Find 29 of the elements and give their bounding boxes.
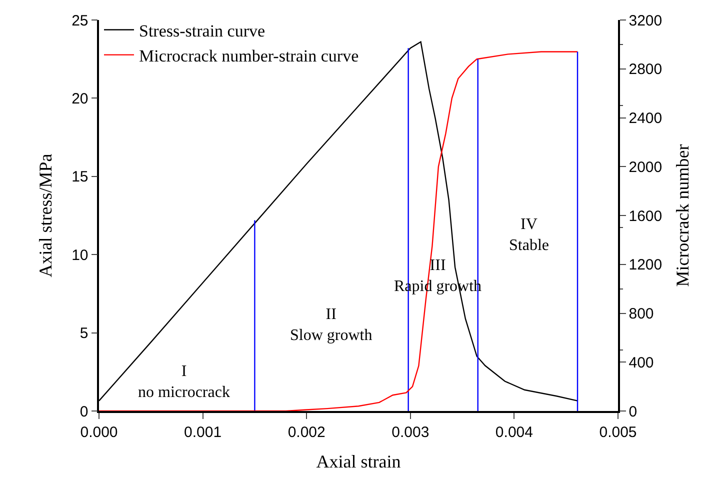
y2-tick-label: 2400	[628, 110, 662, 127]
x-tick-label: 0.002	[288, 424, 326, 441]
y2-tick-label: 800	[628, 306, 654, 322]
legend-label: Stress-strain curve	[139, 21, 266, 40]
y2-tick-label: 2000	[628, 158, 662, 176]
x-tick-label: 0.003	[392, 424, 430, 441]
y2-tick-label: 1600	[628, 208, 662, 225]
y2-tick-label: 0	[628, 403, 638, 420]
x-tick-label: 0.001	[184, 424, 222, 441]
x-axis-title: Axial strain	[316, 451, 401, 472]
y-tick-label: 25	[72, 12, 88, 30]
y-tick-label: 5	[80, 325, 88, 342]
y-axis-title: Axial stress/MPa	[35, 154, 56, 278]
x-tick-label: 0.000	[80, 424, 118, 441]
x-tick-label: 0.005	[599, 424, 637, 441]
y-tick-label: 20	[72, 90, 88, 108]
y2-tick-label: 2800	[628, 61, 662, 78]
legend-label: Microcrack number-strain curve	[139, 46, 359, 66]
y2-tick-label: 3200	[628, 12, 662, 30]
y-tick-label: 15	[72, 168, 88, 186]
x-tick-label: 0.004	[495, 424, 533, 441]
y2-tick-label: 400	[628, 354, 654, 372]
annotation: I no microcrack	[138, 363, 230, 401]
y2-tick-label: 1200	[628, 256, 662, 274]
y2-axis-title: Microcrack number	[672, 144, 693, 287]
annotation: II Slow growth	[290, 306, 372, 344]
y-tick-label: 10	[72, 246, 88, 264]
annotation: IV Stable	[509, 216, 549, 254]
y-tick-label: 0	[80, 403, 88, 420]
